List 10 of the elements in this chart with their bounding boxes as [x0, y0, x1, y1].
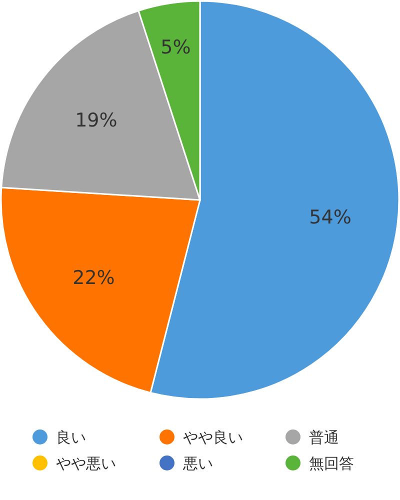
- legend-label: 悪い: [182, 454, 213, 472]
- legend-label: 普通: [309, 428, 339, 446]
- data-label: 22%: [72, 267, 115, 290]
- legend-label: 無回答: [309, 454, 354, 472]
- legend-label: 良い: [56, 428, 86, 446]
- data-label: 19%: [75, 110, 118, 132]
- legend-label: やや良い: [183, 428, 243, 446]
- legend-label: やや悪い: [56, 454, 116, 472]
- data-label: 5%: [160, 36, 191, 59]
- data-label: 54%: [309, 206, 352, 228]
